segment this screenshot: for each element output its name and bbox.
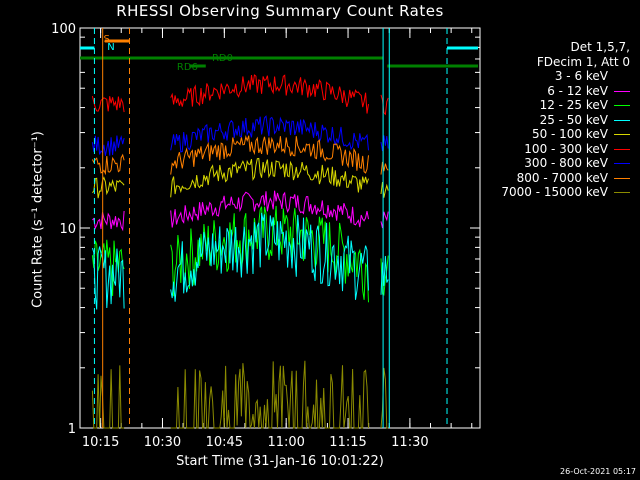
- x-tick-label-10:30: 10:30: [144, 435, 181, 450]
- legend-label: 6 - 12 keV: [547, 83, 608, 98]
- legend-swatch: [614, 134, 630, 135]
- series-5-curve: [380, 181, 389, 198]
- series-6-curve: [170, 74, 369, 114]
- series-2-curve: [170, 190, 369, 228]
- x-tick-label-11:15: 11:15: [329, 435, 366, 450]
- series-4-curve: [380, 255, 389, 295]
- legend-swatch: [614, 192, 630, 193]
- y-tick-label-100: 100: [51, 22, 76, 37]
- legend-label: 7000 - 15000 keV: [501, 185, 608, 199]
- x-tick-label-11:30: 11:30: [391, 435, 428, 450]
- series-8-curve: [380, 161, 389, 175]
- legend-swatch: [614, 163, 630, 164]
- legend-swatch: [614, 177, 630, 179]
- series-8-curve: [170, 134, 369, 175]
- series-9-curve: [380, 367, 389, 429]
- x-axis-label: Start Time (31-Jan-16 10:01:22): [176, 454, 384, 469]
- legend-swatch: [614, 105, 630, 106]
- legend-entry: 3 - 6 keV: [501, 69, 630, 84]
- legend-swatch: [614, 76, 630, 77]
- legend-label: 25 - 50 keV: [539, 112, 608, 127]
- legend-label: 3 - 6 keV: [554, 69, 608, 83]
- annotation-s: S: [104, 34, 110, 45]
- annotation-rd6: RD6: [177, 62, 198, 73]
- legend: Det 1,5,7, FDecim 1, Att 0 3 - 6 keV 6 - …: [501, 40, 630, 200]
- legend-label: 300 - 800 keV: [524, 156, 608, 170]
- series-2-curve: [92, 210, 125, 232]
- legend-label: 100 - 300 keV: [524, 141, 608, 156]
- series-5-curve: [92, 176, 125, 199]
- series-9-curve: [91, 365, 125, 429]
- legend-swatch: [614, 148, 630, 150]
- x-tick-label-10:15: 10:15: [82, 435, 119, 450]
- series-4-curve: [91, 246, 125, 310]
- legend-entry: 800 - 7000 keV: [501, 171, 630, 186]
- legend-swatch: [614, 90, 630, 92]
- legend-entry: 7000 - 15000 keV: [501, 185, 630, 200]
- annotation-rd0: RD0: [212, 53, 233, 64]
- legend-header-1: Det 1,5,7,: [570, 40, 631, 54]
- series-4-curve: [170, 212, 369, 302]
- y-tick-label-1: 1: [68, 422, 76, 437]
- series-2-curve: [380, 211, 389, 229]
- legend-entry: 100 - 300 keV: [501, 142, 630, 157]
- y-axis-label: Count Rate (s⁻¹ detector⁻¹): [30, 131, 46, 308]
- series-7-curve: [380, 135, 389, 152]
- chart-title: RHESSI Observing Summary Count Rates: [116, 2, 444, 20]
- annotation-n: N: [107, 42, 114, 53]
- series-9-curve: [170, 360, 369, 429]
- legend-swatch: [614, 119, 630, 121]
- timestamp: 26-Oct-2021 05:17: [560, 467, 636, 476]
- y-tick-label-10: 10: [59, 222, 76, 237]
- series-3-curve: [380, 255, 389, 296]
- series-8-curve: [91, 153, 125, 176]
- legend-entry: 6 - 12 keV: [501, 84, 630, 99]
- legend-label: 800 - 7000 keV: [516, 170, 608, 185]
- legend-label: 12 - 25 keV: [539, 98, 608, 112]
- legend-entry: 25 - 50 keV: [501, 113, 630, 128]
- legend-label: 50 - 100 keV: [531, 127, 608, 141]
- series-6-curve: [380, 94, 389, 116]
- series-5-curve: [170, 157, 369, 198]
- series-6-curve: [91, 95, 125, 113]
- x-tick-label-10:45: 10:45: [206, 435, 243, 450]
- legend-entry: 50 - 100 keV: [501, 127, 630, 142]
- x-tick-label-11:00: 11:00: [267, 435, 304, 450]
- legend-header-2: FDecim 1, Att 0: [536, 54, 630, 69]
- legend-entry: 12 - 25 keV: [501, 98, 630, 113]
- legend-entry: 300 - 800 keV: [501, 156, 630, 171]
- series-7-curve: [91, 135, 125, 156]
